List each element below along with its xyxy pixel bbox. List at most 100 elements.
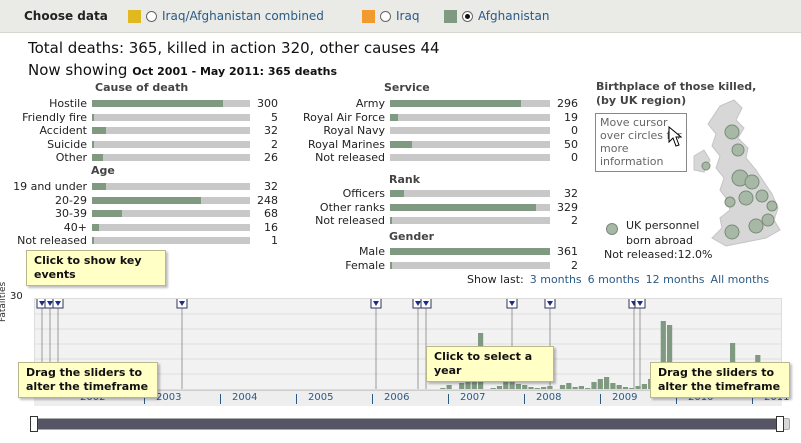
region-circle-north-east[interactable] [731,143,745,157]
region-circle-east[interactable] [766,200,778,212]
combined-color-swatch [128,9,141,23]
choose-data-label: Choose data [24,9,108,23]
timeframe-range[interactable] [36,419,782,429]
cause-row-label: Suicide [47,137,87,151]
show-last-6-months[interactable]: 6 months [587,273,640,286]
cause-bar-fill [92,140,94,148]
region-circle-ni[interactable] [701,161,711,171]
region-circle-london[interactable] [761,213,775,227]
month-bar[interactable] [660,321,666,390]
cause-bar-track [92,127,250,134]
show-last-12-months[interactable]: 12 months [645,273,705,286]
region-circle-south-east[interactable] [748,218,764,234]
cause-bar-fill [92,127,106,134]
right-slider-handle[interactable] [776,416,784,432]
age-row-value: 248 [257,193,278,207]
year-label[interactable]: 2006 [384,392,410,403]
region-circle-south-west[interactable] [724,224,740,240]
service-title: Service [384,81,430,94]
event-marker-arrow-icon [547,301,553,306]
tip-key-events: Click to show key events [26,250,166,286]
region-circle-east-midlands[interactable] [755,189,769,203]
age-bar-fill [92,210,122,217]
month-bar[interactable] [490,388,496,390]
month-bar[interactable] [622,387,629,390]
gender-row-label: Female [345,258,385,272]
age-bar-fill [92,196,201,204]
year-axis[interactable] [34,390,782,406]
month-bar[interactable] [667,325,673,390]
month-bar[interactable] [566,383,572,390]
region-circle-scotland[interactable] [724,124,740,140]
cause-row-value: 5 [271,110,278,124]
month-bar[interactable] [534,388,540,390]
gender-title: Gender [389,230,435,243]
month-bar[interactable] [578,386,584,390]
month-bar[interactable] [459,383,465,390]
region-circle-yorkshire[interactable] [744,174,760,190]
month-bar[interactable] [597,379,603,390]
month-bar[interactable] [635,386,641,390]
now-showing-heading: Now showing Oct 2001 - May 2011: 365 dea… [28,61,337,79]
y-axis-label: Fatalities [0,281,8,322]
year-label[interactable]: 2009 [612,392,638,403]
month-bar[interactable] [559,385,566,390]
month-bar[interactable] [503,381,509,390]
afghanistan-label[interactable]: Afghanistan [478,9,550,23]
year-label[interactable]: 2005 [308,392,334,403]
year-label[interactable]: 2004 [232,392,258,403]
month-bar[interactable] [522,385,528,390]
month-bar[interactable] [616,385,622,390]
service-bar-fill [390,140,413,148]
region-circle-wales[interactable] [724,196,736,208]
event-marker-arrow-icon [179,301,185,306]
cause-bar-track [92,113,250,121]
cause-row-label: Accident [39,124,87,137]
month-bar[interactable] [465,377,471,390]
month-bar[interactable] [604,377,610,390]
option-afghanistan[interactable]: Afghanistan [444,9,549,23]
afghanistan-radio[interactable] [462,10,473,22]
age-row-label: Not released [17,234,87,247]
iraq-color-swatch [362,9,375,23]
year-label[interactable]: 2003 [156,392,182,403]
show-last-3-months[interactable]: 3 months [529,273,582,286]
age-title: Age [91,164,115,177]
left-slider-handle[interactable] [30,416,38,432]
iraq-radio[interactable] [380,10,391,22]
cause-row-label: Other [55,151,87,164]
month-bar[interactable] [471,375,477,390]
option-combined[interactable]: Iraq/Afghanistan combined [128,9,324,23]
month-bar[interactable] [446,385,452,390]
option-iraq[interactable]: Iraq [362,9,419,23]
event-marker-arrow-icon [509,301,515,306]
age-bar-fill [92,183,106,190]
month-bar[interactable] [440,388,446,390]
birthplace-title-line2: (by UK region) [596,94,687,107]
combined-label[interactable]: Iraq/Afghanistan combined [162,9,324,23]
service-row-label: Royal Marines [308,137,385,151]
age-bar-track [92,196,250,204]
event-marker-arrow-icon [637,301,643,306]
month-bar[interactable] [585,388,591,390]
y-axis-max-label: 30 [10,291,23,302]
region-circle-west-midlands[interactable] [738,190,754,206]
service-bar-track [390,154,550,161]
year-separator [296,394,297,404]
show-last-all-months[interactable]: All months [710,273,770,286]
month-bar[interactable] [591,382,597,390]
month-bar[interactable] [641,384,647,390]
iraq-label[interactable]: Iraq [396,9,420,23]
year-label[interactable]: 2007 [460,392,486,403]
combined-radio[interactable] [146,10,157,22]
year-label[interactable]: 2008 [536,392,562,403]
month-bar[interactable] [610,383,616,390]
month-bar[interactable] [515,384,521,390]
month-bar[interactable] [541,387,547,390]
month-bar[interactable] [572,387,578,390]
month-bar[interactable] [496,386,503,390]
event-marker-arrow-icon [47,301,53,306]
month-bar[interactable] [629,388,635,390]
year-separator [524,394,525,404]
month-bar[interactable] [528,387,534,390]
